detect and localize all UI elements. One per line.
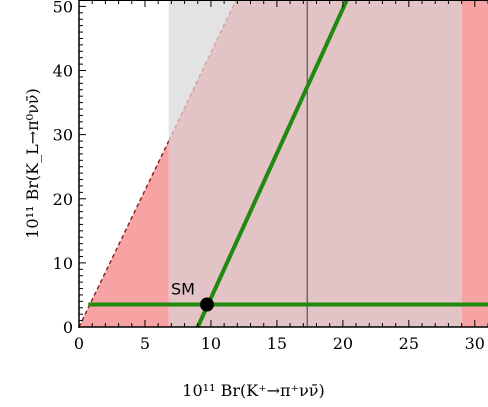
- x-tick-label: 25: [399, 334, 419, 353]
- x-tick-label: 10: [201, 334, 221, 353]
- pink-band: [168, 0, 462, 327]
- sm-point-group: SM: [171, 280, 214, 312]
- x-tick-label: 0: [74, 334, 84, 353]
- x-tick-label: 15: [267, 334, 287, 353]
- y-tick-label: 40: [53, 62, 73, 81]
- y-axis-label: 10¹¹ Br(K_L→π⁰νν̄): [23, 88, 42, 239]
- dashed-bounds: [78, 0, 237, 328]
- x-tick-label: 5: [140, 334, 150, 353]
- y-tick-label: 20: [53, 190, 73, 209]
- bound-upper-dashed-line: [168, 0, 237, 142]
- green-line-2: [195, 0, 349, 328]
- sm-label: SM: [171, 280, 195, 299]
- y-axis-ticks: 0 10 20 30 40 50: [53, 0, 86, 337]
- y-tick-label: 10: [53, 254, 73, 273]
- red-right-band: [461, 0, 488, 327]
- x-axis-ticks: 0 5 10 15 20 25 30: [74, 0, 488, 353]
- x-tick-label: 30: [465, 334, 485, 353]
- sm-point: [199, 297, 214, 312]
- y-tick-label: 50: [53, 0, 73, 16]
- plot-frame: [78, 0, 488, 328]
- gray-band: [168, 0, 237, 142]
- y-tick-label: 30: [53, 126, 73, 145]
- series-lines: [88, 0, 488, 328]
- x-tick-label: 20: [333, 334, 353, 353]
- y-tick-label: 0: [63, 318, 73, 337]
- x-axis-label: 10¹¹ Br(K⁺→π⁺νν̄): [182, 381, 324, 400]
- shaded-regions: [79, 0, 488, 327]
